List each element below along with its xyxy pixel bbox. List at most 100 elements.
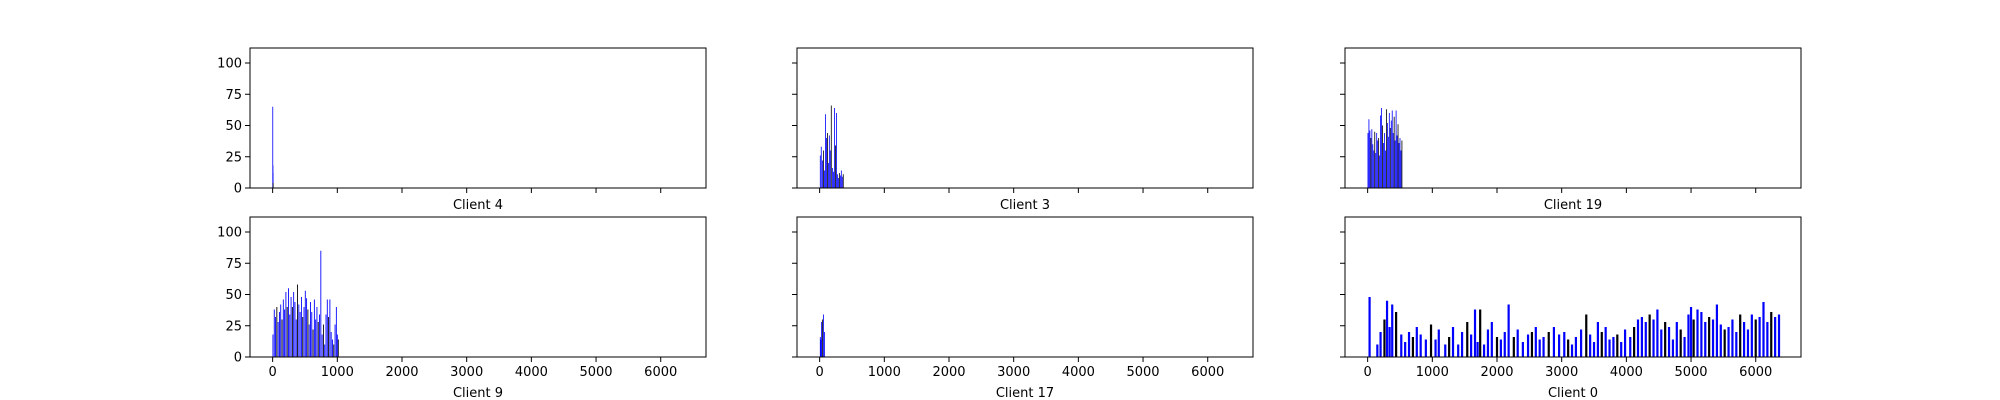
bar: [275, 317, 276, 357]
bar: [1608, 339, 1611, 357]
bar: [1750, 314, 1753, 357]
bar: [839, 175, 841, 188]
bar: [823, 150, 824, 188]
bar: [330, 332, 332, 357]
bar: [829, 150, 831, 188]
bar: [1373, 150, 1375, 188]
bar: [1368, 119, 1370, 188]
bar: [324, 344, 326, 357]
bar: [1656, 309, 1659, 357]
bar: [1385, 150, 1386, 188]
bar: [1369, 130, 1371, 188]
x-axis-label: Client 4: [453, 198, 503, 213]
bar: [1400, 334, 1403, 357]
plot-area: [272, 106, 274, 188]
bar: [272, 173, 274, 188]
bar: [1404, 342, 1407, 357]
bar: [1563, 332, 1566, 357]
bar: [1671, 339, 1675, 357]
bar: [1623, 329, 1627, 357]
bar: [1758, 317, 1761, 357]
bar: [1687, 314, 1690, 357]
axes-frame: [796, 216, 1254, 358]
y-tick-label: 100: [217, 57, 242, 72]
bar: [306, 298, 308, 357]
bar: [1700, 312, 1703, 357]
bar: [304, 290, 306, 357]
bar: [326, 299, 328, 357]
bar: [317, 322, 319, 357]
bar: [824, 170, 825, 188]
plot-area: [1367, 108, 1403, 188]
bar: [282, 299, 284, 357]
bar: [1640, 317, 1643, 357]
bar: [1711, 319, 1715, 357]
bar: [1526, 334, 1530, 357]
y-tick-label: 25: [225, 150, 242, 165]
bar: [820, 146, 822, 188]
x-tick-label: 3000: [997, 365, 1030, 380]
bar: [1507, 304, 1510, 357]
bar: [822, 319, 823, 357]
bar: [1381, 108, 1382, 188]
bar: [1380, 115, 1381, 188]
bar: [1534, 327, 1537, 357]
y-tick-label: 25: [225, 319, 242, 334]
bar: [1376, 133, 1378, 188]
bar: [1708, 317, 1711, 357]
bar: [273, 309, 275, 357]
subplot-client-4: Client 4 0 25 50 75 100: [217, 47, 707, 213]
x-tick-label: 4000: [1610, 365, 1643, 380]
y-tick-label: 100: [217, 226, 242, 241]
bar: [1376, 344, 1379, 357]
bar: [1388, 327, 1391, 357]
bar: [286, 307, 288, 357]
bar: [1429, 324, 1433, 357]
bar: [819, 337, 821, 357]
bar: [1424, 339, 1427, 357]
bar: [1401, 140, 1403, 188]
bar: [824, 332, 825, 357]
bar: [1466, 322, 1469, 357]
bar: [1592, 342, 1596, 357]
bar: [310, 302, 311, 357]
bar: [289, 314, 291, 357]
bar: [315, 319, 317, 357]
bar: [1395, 312, 1398, 357]
x-axis-label: Client 3: [1000, 198, 1050, 213]
bar: [1596, 322, 1599, 357]
bar: [1419, 334, 1422, 357]
bar: [291, 307, 293, 357]
x-tick-label: 4000: [1062, 365, 1095, 380]
x-tick-label: 6000: [1191, 365, 1224, 380]
x-axis-label: Client 17: [996, 386, 1054, 400]
bar: [1398, 143, 1400, 188]
bar: [293, 292, 295, 357]
bar: [1383, 319, 1386, 357]
bar: [1395, 110, 1397, 188]
bar: [1636, 319, 1640, 357]
bar: [298, 304, 300, 357]
x-tick-label: 0: [815, 365, 823, 380]
bar: [826, 138, 827, 188]
bar: [834, 108, 835, 188]
bar: [832, 168, 833, 188]
bar: [835, 145, 836, 188]
bar: [1473, 309, 1477, 357]
bar: [1754, 319, 1757, 357]
bar: [1367, 133, 1369, 188]
bar: [335, 307, 337, 357]
bar: [1393, 116, 1395, 188]
bar: [1391, 304, 1394, 357]
bar: [1512, 337, 1515, 357]
bar: [284, 309, 286, 357]
bar: [332, 339, 333, 357]
bar: [1616, 334, 1619, 357]
y-tick-label: 50: [225, 119, 242, 134]
bar: [1371, 129, 1373, 188]
bar: [1683, 337, 1686, 357]
bar: [1704, 322, 1707, 357]
bar: [1521, 342, 1524, 357]
